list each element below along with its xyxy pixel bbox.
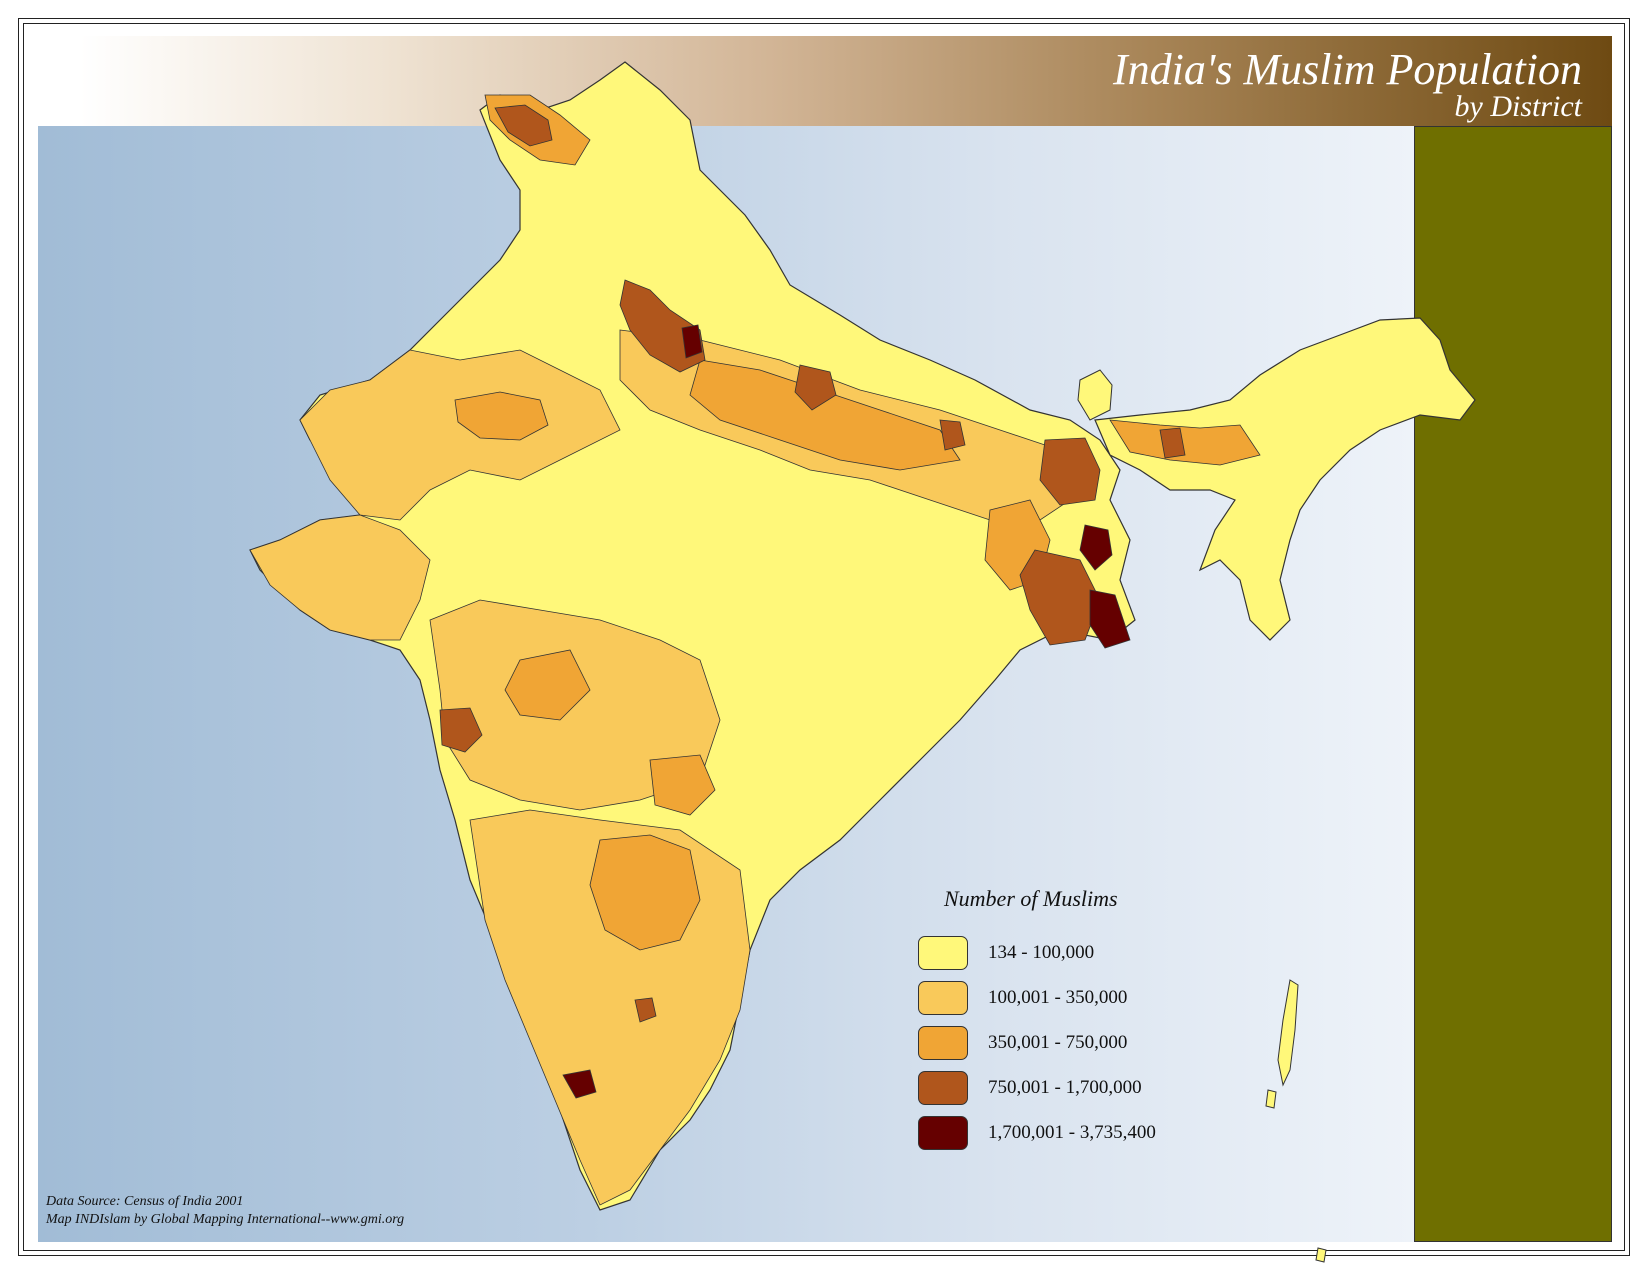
legend-swatch (918, 980, 968, 1015)
source-note: Data Source: Census of India 2001 Map IN… (46, 1193, 404, 1229)
legend-swatch (918, 1070, 968, 1105)
legend-swatch (918, 1025, 968, 1060)
legend-label: 134 - 100,000 (988, 941, 1095, 963)
region-bengal-north-class4 (1039, 437, 1101, 506)
region-west-class2 (299, 349, 621, 521)
legend-label: 1,700,001 - 3,735,400 (988, 1121, 1156, 1143)
little-andaman (1265, 1089, 1277, 1109)
region-kashmir-class4 (494, 104, 553, 147)
region-west-up-class4 (619, 279, 706, 373)
region-24parganas-class5 (1089, 589, 1131, 649)
legend-swatch (918, 935, 968, 970)
sikkim-landmass (1077, 369, 1113, 421)
region-hyderabad-class3 (649, 754, 716, 816)
legend-item: 750,001 - 1,700,000 (910, 1065, 1210, 1110)
region-karnataka-class3 (589, 834, 701, 951)
side-panel (1414, 126, 1612, 1242)
legend-label: 100,001 - 350,000 (988, 986, 1128, 1008)
legend-item: 100,001 - 350,000 (910, 975, 1210, 1020)
legend-label: 350,001 - 750,000 (988, 1031, 1128, 1053)
legend-label: 750,001 - 1,700,000 (988, 1076, 1142, 1098)
source-line: Data Source: Census of India 2001 (46, 1194, 244, 1209)
credit-line: Map INDIslam by Global Mapping Internati… (46, 1212, 405, 1227)
region-mumbai-class4 (439, 707, 483, 753)
nicobar-island (1315, 1247, 1327, 1263)
region-up-east-class4 (794, 364, 837, 411)
region-assam-class3 (1109, 419, 1261, 466)
map-subtitle: by District (1454, 90, 1583, 123)
northeast-landmass (1094, 317, 1476, 641)
region-bangalore-class4 (634, 997, 657, 1023)
region-maharashtra-class3 (504, 649, 591, 721)
region-murshidabad-class5 (1079, 524, 1113, 571)
map-title: India's Muslim Population (1113, 45, 1582, 94)
region-bihar-class4 (939, 419, 966, 451)
region-rajasthan-class3 (454, 391, 549, 441)
region-gujarat-class2 (249, 514, 431, 641)
andaman-islands (1277, 979, 1299, 1087)
legend-item: 350,001 - 750,000 (910, 1020, 1210, 1065)
region-moradabad-class5 (681, 324, 703, 359)
legend-title: Number of Muslims (944, 886, 1118, 911)
legend-item: 1,700,001 - 3,735,400 (910, 1110, 1210, 1155)
legend: Number of Muslims 134 - 100,000 100,001 … (910, 886, 1210, 1155)
region-malappuram-class5 (562, 1069, 597, 1099)
legend-item: 134 - 100,000 (910, 930, 1210, 975)
inner-frame (23, 23, 1625, 1251)
title-banner: India's Muslim Population by District (80, 36, 1612, 126)
region-bengal-south-class4 (1019, 549, 1101, 646)
outer-frame (18, 18, 1630, 1256)
legend-swatch (918, 1115, 968, 1150)
region-assam-class4 (1159, 427, 1186, 459)
